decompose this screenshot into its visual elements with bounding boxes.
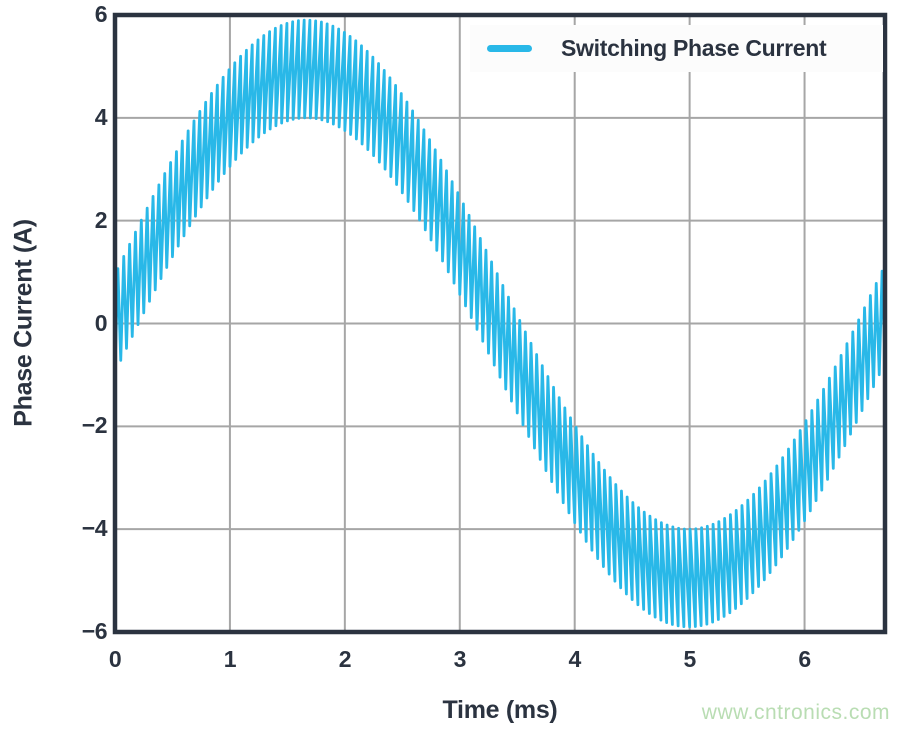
y-tick-label: 2: [94, 206, 108, 233]
plot-border: [112, 12, 888, 635]
y-tick-label: −4: [81, 515, 108, 542]
legend-line-swatch: [487, 45, 532, 52]
legend: Switching Phase Current: [470, 25, 883, 72]
x-tick-label: 5: [683, 646, 696, 672]
y-tick-label: 4: [94, 103, 108, 130]
y-tick-label: −6: [81, 617, 108, 644]
x-tick-label: 3: [453, 646, 467, 672]
x-axis-title: Time (ms): [442, 696, 558, 724]
y-axis-title: Phase Current (A): [9, 219, 38, 427]
y-tick-label: 6: [94, 0, 108, 27]
x-tick-label: 1: [223, 646, 237, 672]
x-tick-label: 0: [108, 646, 122, 672]
legend-label: Switching Phase Current: [561, 35, 827, 61]
x-tick-label: 6: [798, 646, 811, 672]
switching-phase-current-waveform: [113, 18, 887, 629]
x-tick-label: 2: [338, 646, 352, 672]
y-tick-label: 0: [94, 309, 108, 336]
x-tick-label: 4: [568, 646, 582, 672]
watermark: www.cntronics.com: [701, 701, 890, 724]
y-tick-label: −2: [81, 412, 108, 439]
